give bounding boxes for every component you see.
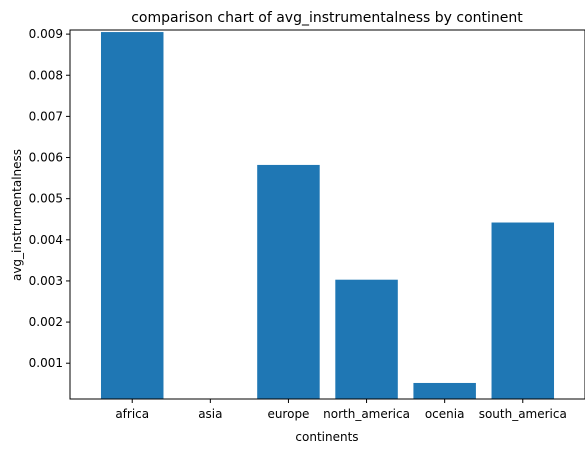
bar-south_america xyxy=(491,222,555,399)
x-tick-label-africa: africa xyxy=(115,407,149,421)
bar-europe xyxy=(257,164,320,399)
x-tick-label-asia: asia xyxy=(198,407,222,421)
x-tick-label-south_america: south_america xyxy=(479,407,567,421)
y-tick-label-5: 0.006 xyxy=(29,151,63,165)
x-tick-label-north_america: north_america xyxy=(323,407,410,421)
plot-frame xyxy=(69,29,585,400)
x-tick-label-ocenia: ocenia xyxy=(425,407,465,421)
y-tick-label-3: 0.004 xyxy=(29,233,63,247)
y-tick-label-1: 0.002 xyxy=(29,315,63,329)
y-tick-label-4: 0.005 xyxy=(29,192,63,206)
bar-ocenia xyxy=(413,382,476,399)
chart-title: comparison chart of avg_instrumentalness… xyxy=(131,10,523,26)
y-tick-label-6: 0.007 xyxy=(29,109,63,123)
y-tick-label-8: 0.009 xyxy=(29,27,63,41)
y-tick-label-7: 0.008 xyxy=(29,68,63,82)
x-tick-label-europe: europe xyxy=(267,407,309,421)
y-axis-label: avg_instrumentalness xyxy=(10,149,24,281)
y-tick-label-2: 0.003 xyxy=(29,274,63,288)
bar-north_america xyxy=(335,279,398,399)
y-tick-label-0: 0.001 xyxy=(29,356,63,370)
y-axis: 0.001 0.002 0.003 0.004 0.005 0.006 0.007 0.008… xyxy=(29,27,70,370)
bar-africa xyxy=(100,32,164,400)
x-axis: africa asia europe north_america ocenia south… xyxy=(115,399,567,421)
bars-layer xyxy=(100,32,555,400)
x-axis-label: continents xyxy=(295,430,358,444)
